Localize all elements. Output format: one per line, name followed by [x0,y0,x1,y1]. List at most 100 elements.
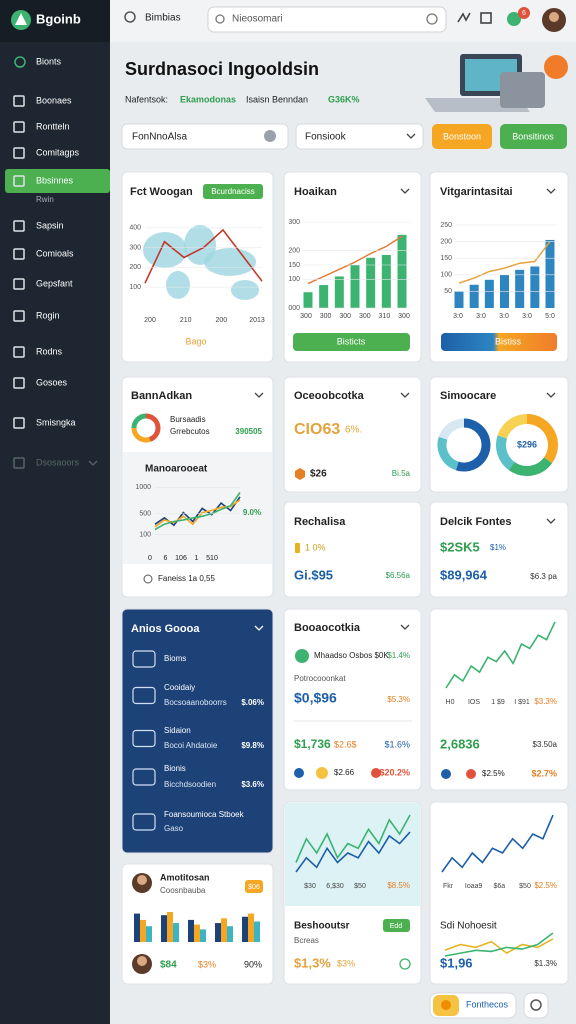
notification-badge [518,7,530,19]
x-tick-label: 300 [359,313,371,320]
label: FonNnoAlsa [132,132,187,143]
line-series [458,241,551,284]
clear-icon[interactable] [264,130,276,142]
line-series [295,831,411,873]
y-tick-label: 250 [440,222,452,229]
bar [366,257,376,308]
y-tick-label: 100 [440,272,452,279]
label: $20.2% [379,767,410,777]
nav-icon [13,278,25,290]
line-series [444,932,554,957]
label: Ekamodonas [180,94,236,104]
status-icon [295,649,309,663]
donut-segment [131,427,151,443]
chevron[interactable] [546,392,556,398]
label: $2.66 [334,768,355,777]
x-tick-label: 6,$30 [326,883,344,890]
label: $3.50a [533,740,558,749]
tag [203,184,263,199]
filter-button[interactable] [432,124,492,149]
x-tick-label: $50 [519,883,531,890]
nav-item: Gepsfant [36,278,73,288]
label: Potrocooonkat [294,674,346,683]
filter-select[interactable] [295,123,424,150]
label: $3% [198,959,216,969]
label: Isaisn Benndan [246,94,308,104]
bar [140,919,146,942]
bar [161,915,167,942]
label: Bistiss [495,336,522,346]
bar [227,926,233,942]
line-series [441,814,554,873]
settings-icon [530,999,542,1011]
chevron[interactable] [88,460,98,466]
x-tick-label: 5:0 [545,313,555,320]
card-title: Booaocotkia [294,622,361,634]
line-series [444,938,554,955]
brand: Bgoinb [36,11,81,26]
nav-item: Rwin [36,195,54,204]
tag [383,919,410,932]
y-tick-label: 500 [139,510,151,517]
refresh-icon[interactable] [426,13,438,25]
label: $8.5% [387,881,410,890]
chevron[interactable] [400,188,410,194]
x-tick-label: 3:0 [522,313,532,320]
chevron[interactable] [546,518,556,524]
donut-segment [497,414,528,439]
label: $1,96 [440,955,473,970]
donut-segment [455,418,491,472]
nav-icon [13,457,25,469]
notification-icon[interactable] [507,12,521,26]
nav-item: Smisngka [36,417,76,427]
nav-item: Comitagps [36,147,80,157]
x-tick-label: 300 [300,313,312,320]
y-tick-label: 300 [129,244,141,251]
active-item[interactable] [5,169,110,193]
label: Fonthecos [466,999,509,1009]
label: Beshooutsr [294,921,350,932]
bar [134,913,140,942]
bar [545,239,555,308]
filter-select[interactable] [121,123,289,150]
chart-icon[interactable] [457,12,471,23]
card-button[interactable] [441,333,557,351]
grid-icon[interactable] [480,12,492,24]
page-title: Surdnasoci Ingooldsin [125,59,319,79]
header-illustration [425,54,568,112]
label: $84 [160,960,177,971]
x-tick-label: I $91 [514,699,530,706]
nav-item: Dsosaoors [36,457,80,467]
x-tick-label: 1 $9 [491,699,505,706]
map-shape [143,232,187,268]
row-icon [132,813,156,831]
label: Amotitosan [160,872,210,882]
label: $6.56a [386,571,411,580]
x-tick-label: 1 [195,555,199,562]
x-tick-label: 300 [320,313,332,320]
chevron[interactable] [400,624,410,630]
row-icon [132,768,156,786]
card-title: Anios Goooa [131,623,200,635]
chevron[interactable] [400,392,410,398]
settings-button[interactable] [523,992,549,1019]
line-series [307,235,403,285]
card [429,501,569,598]
chevron[interactable] [254,625,264,631]
x-tick-label: 310 [379,313,391,320]
chevron[interactable] [546,188,556,194]
label: $1.3% [534,959,557,968]
search-box[interactable] [207,6,447,33]
label: Manoarooeat [145,464,208,475]
card [121,608,274,854]
x-tick-label: 200 [215,317,227,324]
label: $2.5% [482,769,505,778]
label: $.06% [241,698,264,707]
label: Coosnbauba [160,886,206,895]
nav-icon [14,56,26,68]
chevron[interactable] [254,392,264,398]
donut-segment [437,436,459,471]
filter-button[interactable] [500,124,567,149]
label: $5.3% [387,695,410,704]
card-button[interactable] [293,333,410,351]
